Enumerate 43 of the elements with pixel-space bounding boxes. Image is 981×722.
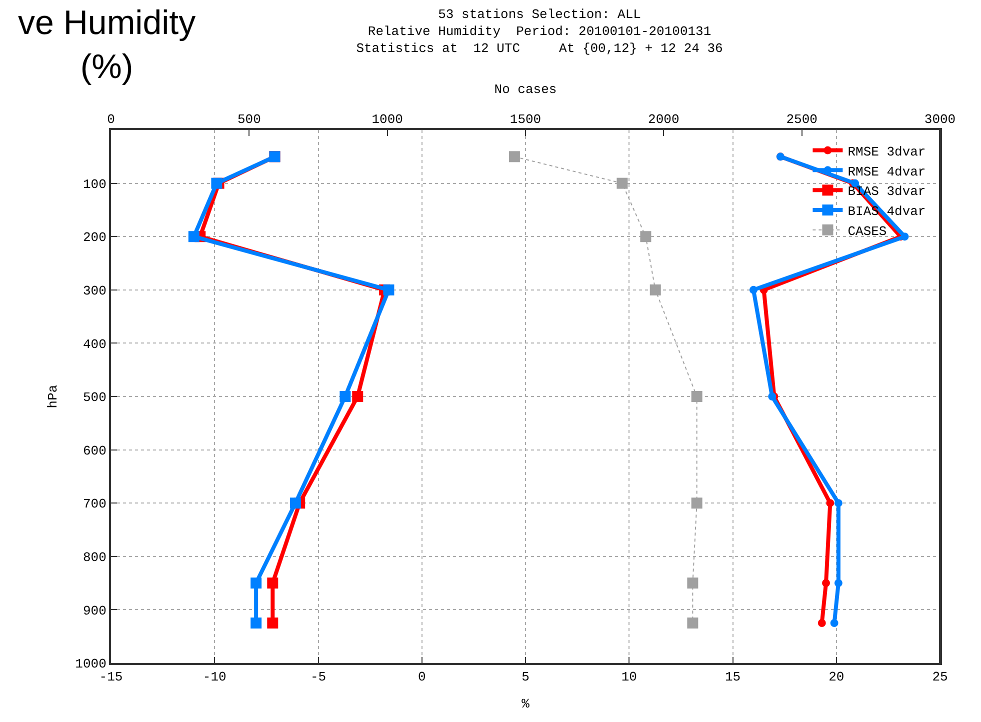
y-tick-label: 500 xyxy=(82,390,106,406)
y-tick-label: 900 xyxy=(82,603,106,618)
point xyxy=(508,151,520,162)
y-tick-label: 1000 xyxy=(75,656,106,672)
x-tick-label: -10 xyxy=(202,670,226,685)
x-tick-label: 15 xyxy=(724,670,741,685)
x-axis-title: % xyxy=(522,696,530,712)
y-tick-label: 300 xyxy=(82,283,106,298)
y-tick-label: 700 xyxy=(82,496,106,512)
text: ve Humidity (%) xyxy=(18,4,196,86)
x2-axis-title: No cases xyxy=(494,82,557,98)
point xyxy=(687,618,698,629)
y-tick-label: 600 xyxy=(82,443,106,458)
x2-tick-label: 2500 xyxy=(786,112,818,127)
legend-label: BIAS 4dvar xyxy=(848,204,926,220)
x2-tick-label: 3000 xyxy=(924,112,956,127)
y-tick-label: 200 xyxy=(82,230,106,246)
y-tick-label: 400 xyxy=(82,336,106,352)
x-tick-label: 25 xyxy=(932,670,948,685)
y-tick-label: 100 xyxy=(82,176,106,192)
x2-tick-label: 500 xyxy=(237,112,261,127)
point xyxy=(616,178,628,189)
x-tick-label: 20 xyxy=(828,670,844,685)
x2-tick-label: 1000 xyxy=(372,112,403,127)
x-tick-label: -5 xyxy=(310,670,326,685)
x-tick-label: 0 xyxy=(418,670,426,685)
legend-label: RMSE 3dvar xyxy=(848,144,926,160)
x-tick-label: 10 xyxy=(621,670,637,685)
y-tick-label: 800 xyxy=(82,550,106,565)
x2-tick-label: 2000 xyxy=(648,112,680,127)
x-tick-label: 5 xyxy=(522,670,530,685)
point xyxy=(640,231,652,242)
point xyxy=(691,498,702,509)
x2-tick-label: 1500 xyxy=(510,112,542,127)
point xyxy=(650,284,661,296)
legend-label: CASES xyxy=(848,224,887,239)
y-axis-title: hPa xyxy=(46,384,61,408)
point xyxy=(691,391,702,402)
point xyxy=(687,578,698,589)
chart-title: 53 stations Selection: ALL Relative Humidity Period: 20100101-20100131 Statistics at 12 UTC At {00,12} + 12 24 36 xyxy=(356,7,723,56)
x2-tick-label: 0 xyxy=(107,112,115,127)
legend-label: RMSE 4dvar xyxy=(848,164,926,180)
x-tick-label: -15 xyxy=(99,670,123,685)
